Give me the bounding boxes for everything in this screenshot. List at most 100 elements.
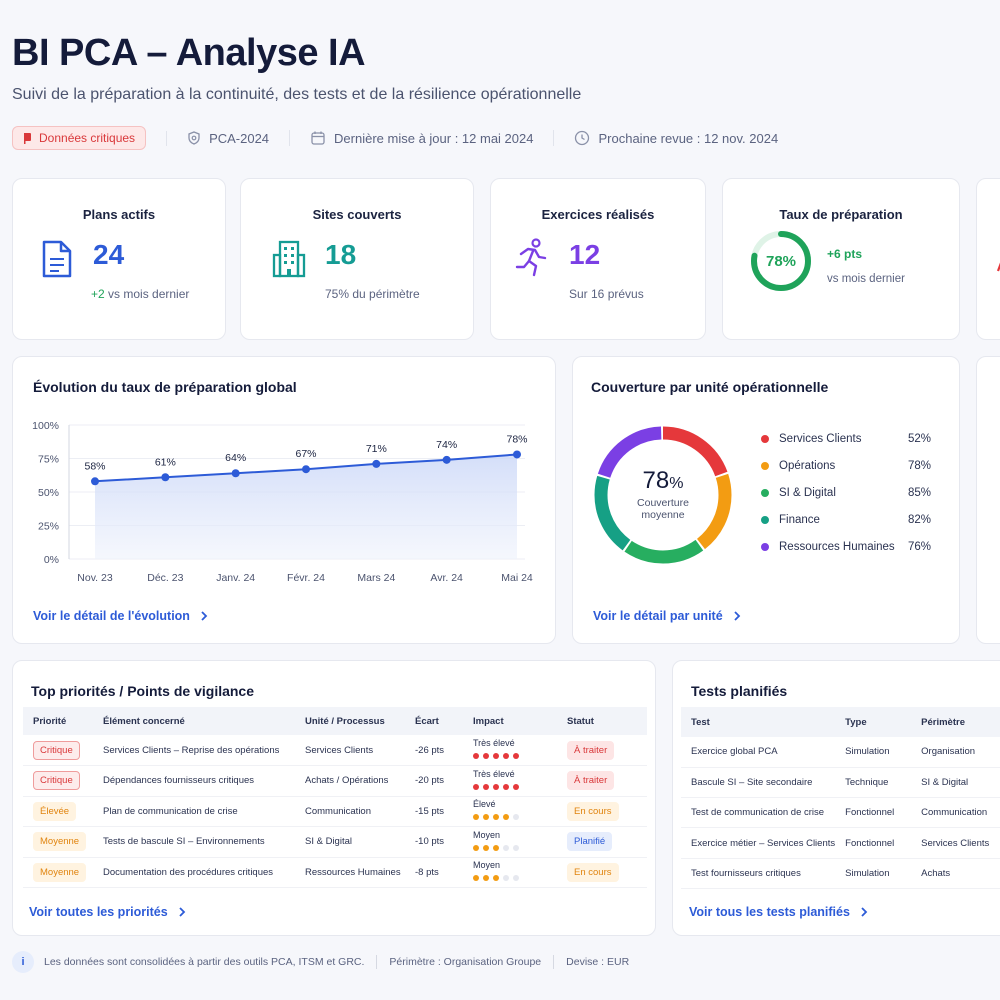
legend-item[interactable]: Opérations 78% xyxy=(761,460,931,472)
impact-cell: Moyen xyxy=(463,857,557,888)
impact-dot xyxy=(473,783,479,790)
kpi-value: 12 xyxy=(569,239,601,270)
data-point[interactable] xyxy=(513,450,521,459)
scope-cell: Services Clients xyxy=(911,827,1000,859)
x-tick-label: Févr. 24 xyxy=(287,572,325,584)
info-icon[interactable]: i xyxy=(12,951,34,973)
impact-dot xyxy=(473,753,479,759)
coverage-detail-link[interactable]: Voir le détail par unité xyxy=(593,609,741,623)
legend-label: Ressources Humaines xyxy=(779,541,895,553)
priorities-card: Top priorités / Points de vigilance Prio… xyxy=(12,660,656,936)
table-row[interactable]: Moyenne Documentation des procédures crit… xyxy=(23,857,647,888)
legend-swatch xyxy=(761,462,769,470)
donut-segment[interactable] xyxy=(594,426,732,564)
program-tag: PCA-2024 xyxy=(166,130,289,146)
col-gap: Écart xyxy=(415,715,439,727)
x-tick-label: Janv. 24 xyxy=(216,572,255,584)
impact-label: Moyen xyxy=(473,860,501,871)
scope-cell: Organisation xyxy=(911,737,1000,768)
critical-data-label: Données critiques xyxy=(39,131,136,145)
page-title: BI PCA – Analyse IA xyxy=(12,32,366,74)
donut-segment[interactable] xyxy=(594,426,732,564)
table-row[interactable]: Exercice métier – Services Clients Foncti… xyxy=(681,827,1000,859)
table-row[interactable]: Élevée Plan de communication de crise Comm… xyxy=(23,796,647,827)
impact-dots xyxy=(473,843,523,854)
data-point[interactable] xyxy=(161,473,170,482)
donut-center-label-2: moyenne xyxy=(641,509,685,521)
legend-item[interactable]: SI & Digital 85% xyxy=(761,487,931,499)
legend-label: SI & Digital xyxy=(779,487,836,499)
footer-sources: Les données sont consolidées à partir de… xyxy=(44,956,365,968)
data-point[interactable] xyxy=(231,469,240,478)
next-review-label: Prochaine revue : 12 nov. 2024 xyxy=(598,130,779,146)
coverage-detail-label: Voir le détail par unité xyxy=(593,609,723,623)
kpi-sub: 75% du périmètre xyxy=(325,287,420,301)
alert-icon xyxy=(996,262,1000,272)
evolution-chart: 0% 25% 50% 75% 100% 58% Nov. 23 61% Déc. 23 64% Ja… xyxy=(32,420,533,584)
impact-cell: Très élevé xyxy=(463,735,557,766)
tests-all-link[interactable]: Voir tous les tests planifiés xyxy=(689,905,868,919)
impact-dot xyxy=(473,875,479,882)
table-row[interactable]: Exercice global PCA Simulation Organisatio… xyxy=(681,737,1000,768)
legend-item[interactable]: Ressources Humaines 76% xyxy=(761,541,931,553)
impact-dot xyxy=(473,814,479,821)
data-point[interactable] xyxy=(442,455,451,464)
table-row[interactable]: Bascule SI – Site secondaire Technique SI … xyxy=(681,767,1000,799)
donut-segment[interactable] xyxy=(594,426,732,564)
impact-label: Très élevé xyxy=(473,738,515,748)
kpi-card-exercices[interactable]: Exercices réalisés 12 Sur 16 prévus xyxy=(490,178,706,340)
priorities-all-link[interactable]: Voir toutes les priorités xyxy=(29,905,186,919)
impact-label: Élevé xyxy=(473,799,496,810)
evolution-detail-label: Voir le détail de l'évolution xyxy=(33,609,190,623)
kpi-delta-value: +2 xyxy=(91,287,105,301)
preparation-ring-value: 78% xyxy=(766,253,796,270)
legend-item[interactable]: Finance 82% xyxy=(761,514,931,526)
data-point[interactable] xyxy=(91,477,99,486)
tests-title: Tests planifiés xyxy=(691,683,788,699)
table-header-row: Priorité Élément concerné Unité / Proces… xyxy=(23,707,647,735)
kpi-card-sites[interactable]: Sites couverts 18 75% du périmètre xyxy=(240,178,474,340)
evolution-detail-link[interactable]: Voir le détail de l'évolution xyxy=(33,609,208,623)
status-cell: À traiter xyxy=(557,735,647,766)
priority-cell: Moyenne xyxy=(23,857,93,888)
impact-dot xyxy=(493,814,499,821)
element-cell: Plan de communication de crise xyxy=(93,796,295,827)
impact-dot xyxy=(503,753,509,759)
donut-segment[interactable] xyxy=(594,426,732,564)
table-row[interactable]: Test de communication de crise Fonctionne… xyxy=(681,797,1000,829)
donut-center-value: 78 xyxy=(642,467,670,494)
preparation-ring: 78% xyxy=(751,231,811,291)
impact-cell: Élevé xyxy=(463,796,557,827)
kpi-card-preparation[interactable]: Taux de préparation 78% +6 pts vs mois d… xyxy=(722,178,960,340)
table-row[interactable]: Test fournisseurs critiques Simulation Ach… xyxy=(681,858,1000,889)
y-tick-label: 50% xyxy=(38,487,59,499)
data-point[interactable] xyxy=(372,459,381,468)
legend-value: 76% xyxy=(907,541,931,553)
data-point[interactable] xyxy=(302,465,310,474)
scope-cell: SI & Digital xyxy=(911,767,1000,799)
x-tick-label: Mai 24 xyxy=(501,572,533,584)
last-update-label: Dernière mise à jour : 12 mai 2024 xyxy=(334,130,534,146)
kpi-card-plans[interactable]: Plans actifs 24 +2 vs mois dernier xyxy=(12,178,226,340)
legend-value: 82% xyxy=(907,514,931,526)
impact-dot xyxy=(483,814,489,821)
priorities-table: Priorité Élément concerné Unité / Proces… xyxy=(23,707,647,888)
table-row[interactable]: Critique Services Clients – Reprise des o… xyxy=(23,735,647,766)
element-cell: Services Clients – Reprise des opération… xyxy=(93,735,295,766)
impact-dot xyxy=(513,875,519,882)
kpi-card-partial[interactable] xyxy=(976,178,1000,340)
donut-center: 78% Couverture moyenne xyxy=(591,467,735,521)
test-cell: Test de communication de crise xyxy=(681,797,836,829)
impact-dot xyxy=(493,783,499,790)
impact-cell: Très élevé xyxy=(463,765,557,797)
impact-dot xyxy=(503,875,509,882)
impact-label: Moyen xyxy=(473,829,501,840)
data-label: 71% xyxy=(366,443,387,455)
table-row[interactable]: Moyenne Tests de bascule SI – Environneme… xyxy=(23,826,647,858)
element-cell: Tests de bascule SI – Environnements xyxy=(93,826,295,858)
gap-cell: -15 pts xyxy=(405,796,463,827)
table-row[interactable]: Critique Dépendances fournisseurs critiqu… xyxy=(23,765,647,797)
type-cell: Fonctionnel xyxy=(835,797,912,829)
legend-item[interactable]: Services Clients 52% xyxy=(761,433,931,445)
critical-data-badge[interactable]: Données critiques xyxy=(12,126,147,150)
